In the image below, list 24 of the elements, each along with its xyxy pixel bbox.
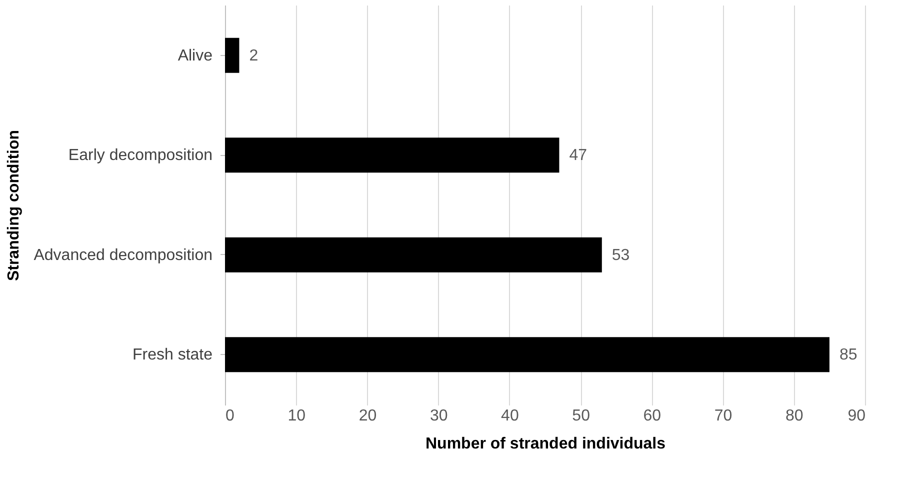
x-tick-label: 10 <box>288 408 306 424</box>
bar <box>225 138 560 173</box>
data-label: 53 <box>612 246 630 264</box>
bar <box>225 38 240 73</box>
x-tick-label: 20 <box>358 408 377 424</box>
data-label: 47 <box>569 147 588 164</box>
x-tick-label: 40 <box>501 408 519 424</box>
bar <box>225 237 602 272</box>
x-tick-label: 60 <box>643 408 662 424</box>
data-label: 2 <box>249 47 258 64</box>
y-tick-label: Fresh state <box>132 346 213 364</box>
x-tick-label: 80 <box>785 408 804 424</box>
x-tick-label: 50 <box>572 408 590 424</box>
x-tick-label: 70 <box>714 408 732 424</box>
y-tick-label: Early decomposition <box>68 147 212 164</box>
bar <box>225 337 830 372</box>
x-tick-label: 30 <box>430 408 448 424</box>
y-tick-label: Advanced decomposition <box>34 246 212 264</box>
y-tick-label: Alive <box>178 47 213 64</box>
y-axis-title: Stranding condition <box>6 130 23 282</box>
x-tick-label: 0 <box>226 408 234 424</box>
x-tick-label: 90 <box>848 408 866 424</box>
x-axis-title: Number of stranded individuals <box>425 436 666 452</box>
data-label: 85 <box>839 346 858 364</box>
